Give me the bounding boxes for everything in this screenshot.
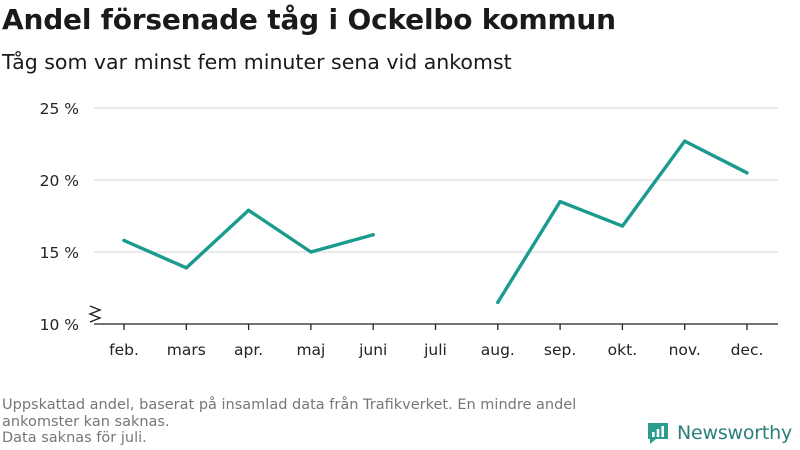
y-tick-label: 20 % (40, 172, 79, 190)
brand-logo: Newsworthy (645, 420, 792, 446)
footnote: Uppskattad andel, baserat på insamlad da… (2, 397, 642, 447)
series-line (122, 208, 375, 270)
x-tick-label: feb. (109, 341, 139, 359)
x-tick-label: juli (423, 341, 447, 359)
x-tick-label: juni (358, 341, 387, 359)
x-tick-label: apr. (234, 341, 263, 359)
axis-break-icon (88, 305, 102, 323)
newsworthy-logo-icon (648, 423, 668, 444)
footnote-line-source: Uppskattad andel, baserat på insamlad da… (2, 397, 577, 430)
series-line (496, 139, 749, 305)
x-tick-label: dec. (731, 341, 764, 359)
line-chart: 10 % 15 % 20 % 25 % feb. mars apr. maj juni juli a… (40, 100, 778, 359)
x-tick-label: maj (296, 341, 325, 359)
y-tick-label: 25 % (40, 100, 79, 118)
x-tick-label: okt. (608, 341, 637, 359)
brand-name: Newsworthy (677, 422, 793, 444)
x-tick-label: aug. (481, 341, 515, 359)
chart-subtitle: Tåg som var minst fem minuter sena vid a… (2, 50, 512, 74)
x-tick-label: sep. (544, 341, 576, 359)
footnote-line-missing: Data saknas för juli. (2, 430, 147, 446)
x-tick-label: mars (167, 341, 206, 359)
chart-title: Andel försenade tåg i Ockelbo kommun (2, 3, 616, 36)
y-tick-label: 15 % (40, 244, 79, 262)
y-tick-label: 10 % (40, 316, 79, 334)
x-tick-label: nov. (669, 341, 701, 359)
